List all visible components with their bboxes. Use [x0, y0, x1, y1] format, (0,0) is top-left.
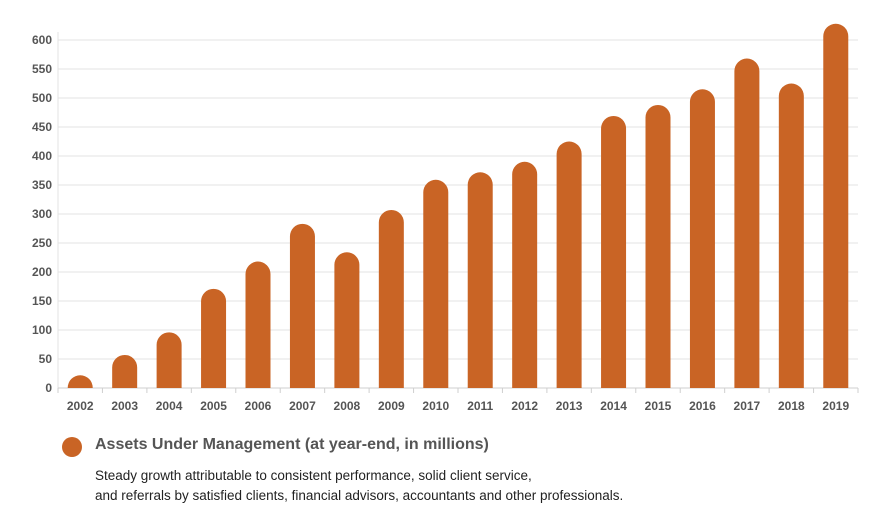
x-tick-label: 2004: [156, 399, 183, 413]
bar-2006: [245, 261, 271, 388]
x-tick-label: 2017: [734, 399, 761, 413]
bar-2012: [512, 161, 538, 388]
y-tick-label: 50: [39, 352, 53, 366]
y-tick-label: 500: [32, 91, 52, 105]
bar-2008: [334, 252, 360, 388]
description-line-2: and referrals by satisfied clients, fina…: [95, 488, 624, 503]
bar-2003: [112, 354, 138, 388]
y-tick-label: 200: [32, 265, 52, 279]
y-tick-label: 100: [32, 323, 52, 337]
x-tick-label: 2015: [645, 399, 672, 413]
y-tick-label: 250: [32, 236, 52, 250]
y-tick-label: 550: [32, 62, 52, 76]
description-line-1: Steady growth attributable to consistent…: [95, 468, 532, 483]
x-tick-label: 2002: [67, 399, 94, 413]
bar-2002: [67, 375, 93, 388]
bar-2009: [378, 209, 404, 388]
y-tick-label: 400: [32, 149, 52, 163]
x-tick-label: 2003: [111, 399, 138, 413]
bar-2017: [734, 58, 760, 388]
x-tick-label: 2016: [689, 399, 716, 413]
x-tick-label: 2009: [378, 399, 405, 413]
bar-2004: [156, 332, 182, 388]
x-tick-label: 2007: [289, 399, 316, 413]
y-tick-label: 450: [32, 120, 52, 134]
x-tick-label: 2011: [467, 399, 493, 413]
bar-2005: [201, 288, 227, 388]
bar-2019: [823, 23, 849, 388]
x-tick-label: 2008: [334, 399, 361, 413]
x-tick-label: 2019: [822, 399, 849, 413]
bar-2016: [689, 89, 715, 389]
y-tick-label: 0: [45, 381, 52, 395]
y-tick-label: 300: [32, 207, 52, 221]
x-tick-label: 2012: [511, 399, 538, 413]
bar-2015: [645, 104, 671, 389]
x-tick-label: 2010: [422, 399, 449, 413]
legend-swatch: [62, 437, 82, 457]
x-tick-label: 2018: [778, 399, 805, 413]
bar-chart: 0 50 100 150 200 250 300 350 400 450 500 550 600 2002…: [32, 23, 859, 413]
bar-2013: [556, 141, 582, 388]
legend-label: Assets Under Management (at year-end, in…: [95, 436, 489, 453]
chart-description: Steady growth attributable to consistent…: [95, 466, 623, 506]
y-tick-label: 600: [32, 33, 52, 47]
y-tick-label: 150: [32, 294, 52, 308]
x-tick-label: 2013: [556, 399, 583, 413]
bar-2018: [778, 83, 804, 388]
x-tick-label: 2005: [200, 399, 227, 413]
x-tick-label: 2014: [600, 399, 627, 413]
bar-2007: [289, 223, 315, 388]
bar-2011: [467, 172, 493, 388]
y-tick-label: 350: [32, 178, 52, 192]
bar-2010: [423, 179, 449, 388]
bar-2014: [601, 115, 627, 389]
x-tick-label: 2006: [245, 399, 272, 413]
